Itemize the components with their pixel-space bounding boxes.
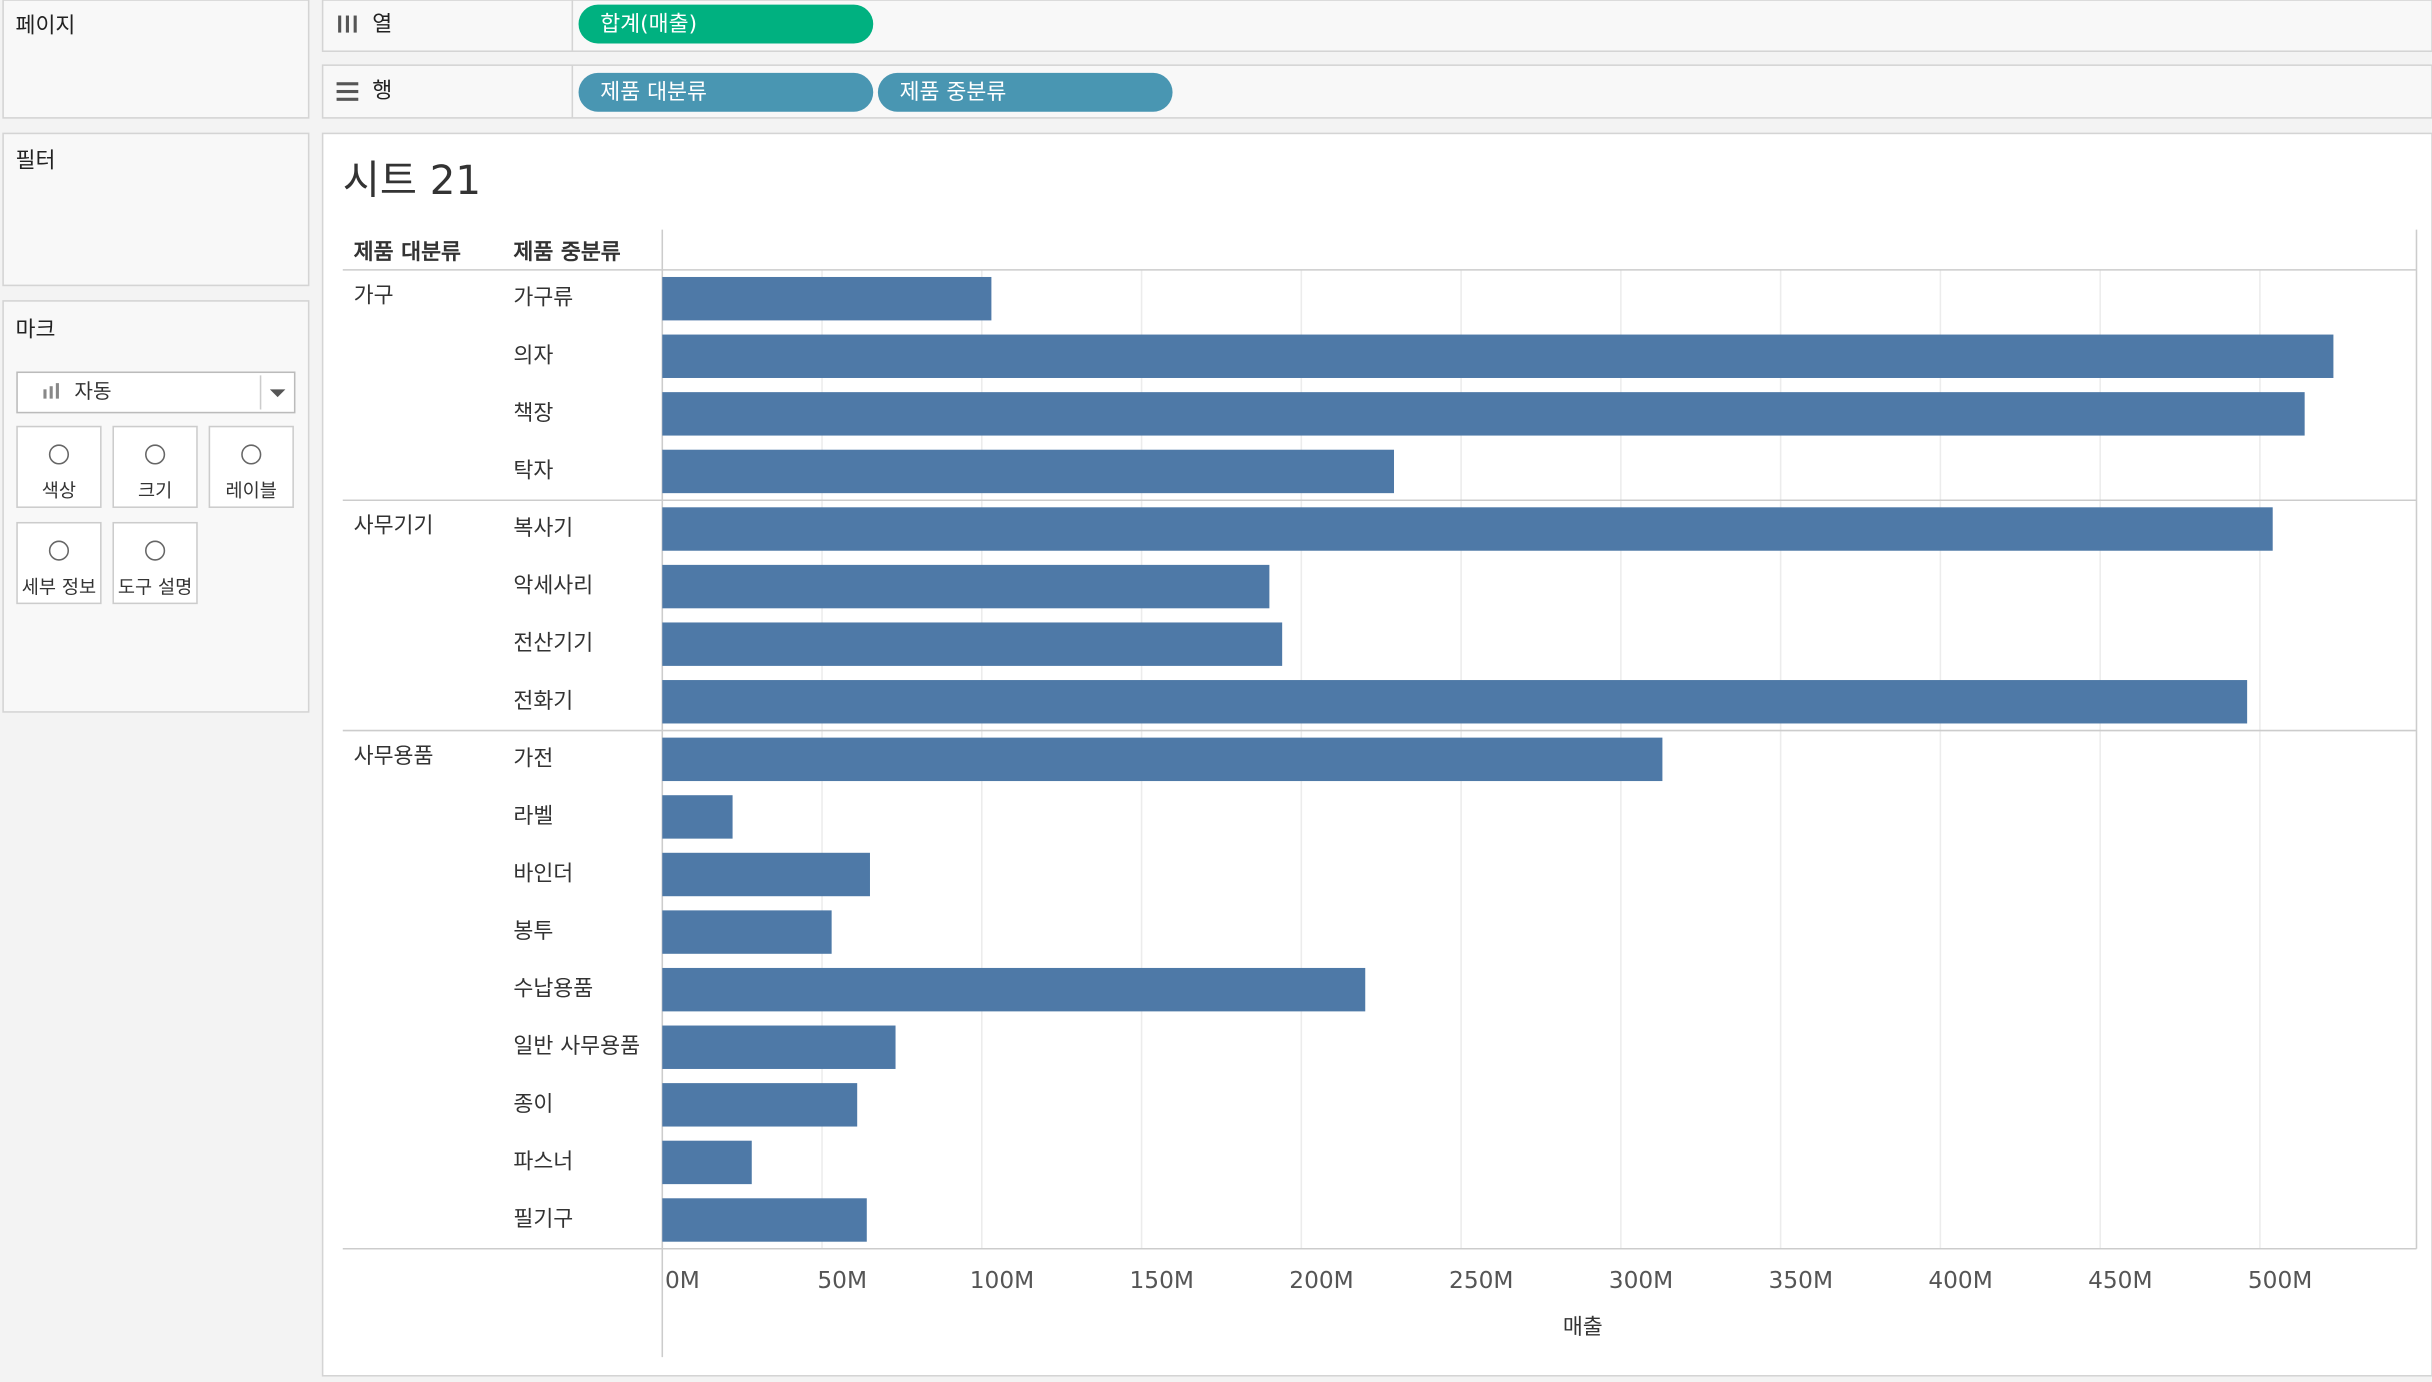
group-label: 사무용품 — [354, 744, 434, 769]
bar — [662, 449, 1395, 494]
pill-label: 제품 대분류 — [600, 80, 707, 105]
category-label: 전산기기 — [513, 631, 593, 656]
category-label: 악세사리 — [513, 574, 593, 599]
bar — [662, 392, 2305, 436]
rows-label: 행 — [372, 79, 392, 104]
x-tick-label: 50M — [817, 1267, 867, 1294]
mark-button[interactable] — [112, 425, 198, 508]
x-tick-label: 400M — [1928, 1267, 1992, 1294]
bar — [662, 334, 2334, 378]
bar — [662, 967, 1366, 1012]
group-label: 가구 — [354, 283, 394, 308]
rows-icon — [336, 82, 359, 101]
mark-button[interactable] — [112, 521, 198, 605]
mark-type-dropdown[interactable] — [16, 371, 296, 414]
bar-icon — [43, 383, 59, 399]
x-tick-label: 0M — [665, 1267, 700, 1294]
mark-icon — [145, 540, 166, 561]
mark-icon — [145, 444, 166, 465]
x-tick-label: 200M — [1289, 1267, 1353, 1294]
category-label: 복사기 — [513, 516, 573, 541]
mark-button-label: 세부 정보 — [22, 577, 96, 598]
bar — [662, 507, 2273, 551]
pill[interactable] — [578, 4, 874, 44]
x-tick-label: 250M — [1449, 1267, 1513, 1294]
bar — [662, 1198, 867, 1242]
mark-button-label: 도구 설명 — [118, 577, 192, 598]
group-label: 사무기기 — [354, 514, 434, 539]
mark-button-label: 크기 — [138, 481, 172, 502]
category-label: 전화기 — [513, 689, 573, 714]
pages-title: 페이지 — [16, 13, 76, 38]
bar — [662, 564, 1270, 609]
mark-icon — [48, 444, 70, 465]
bar — [662, 276, 992, 321]
filters-title: 필터 — [16, 148, 56, 173]
row-header: 제품 중분류 — [513, 240, 620, 265]
row-header: 제품 대분류 — [354, 240, 461, 265]
columns-label: 열 — [372, 12, 392, 37]
category-label: 필기구 — [513, 1207, 573, 1232]
x-tick-label: 350M — [1769, 1267, 1833, 1294]
pill-label: 합계(매출) — [600, 12, 697, 37]
category-label: 봉투 — [513, 919, 553, 944]
chart-title: 시트 21 — [343, 157, 481, 204]
category-label: 라벨 — [513, 804, 553, 829]
bar — [662, 737, 1663, 782]
bar — [662, 910, 832, 954]
mark-button-label: 레이블 — [226, 481, 277, 502]
bar — [662, 622, 1283, 666]
mark-button-label: 색상 — [42, 481, 76, 502]
bar — [662, 795, 733, 839]
category-label: 책장 — [513, 401, 553, 426]
x-tick-label: 300M — [1609, 1267, 1673, 1294]
bar — [662, 852, 870, 897]
pill[interactable] — [578, 72, 874, 112]
x-tick-label: 100M — [970, 1267, 1034, 1294]
category-label: 가구류 — [513, 286, 573, 311]
category-label: 바인더 — [513, 862, 573, 887]
mark-type: 자동 — [74, 379, 111, 403]
mark-button[interactable] — [16, 425, 102, 508]
chart: 제품 대분류 제품 중분류 0M 50M 100M 150M 200M 250M 300M 350… — [342, 229, 2418, 1358]
mark-button[interactable] — [208, 425, 294, 508]
marks-title: 마크 — [16, 317, 56, 342]
pill[interactable] — [877, 72, 1173, 112]
filters-panel — [2, 132, 310, 287]
category-label: 수납용품 — [513, 977, 593, 1002]
x-tick-label: 150M — [1130, 1267, 1194, 1294]
mark-icon — [241, 444, 262, 465]
category-label: 가전 — [513, 746, 553, 771]
pill-label: 제품 중분류 — [900, 80, 1007, 105]
x-tick-label: 500M — [2248, 1267, 2312, 1294]
pages-panel — [2, 0, 310, 119]
category-label: 일반 사무용품 — [513, 1034, 640, 1059]
bar — [662, 1140, 752, 1185]
mark-button[interactable] — [16, 521, 102, 605]
bar — [662, 1083, 858, 1127]
x-axis-title: 매출 — [1563, 1315, 1603, 1340]
dropdown-arrow — [269, 389, 286, 398]
category-label: 탁자 — [513, 458, 553, 483]
pills: 합계(매출) 제품 대분류 제품 중분류 — [578, 4, 1173, 112]
columns-icon — [338, 15, 357, 33]
bar — [662, 680, 2248, 724]
x-tick-label: 450M — [2088, 1267, 2152, 1294]
category-label: 종이 — [513, 1092, 553, 1117]
mark-icon — [48, 540, 70, 561]
category-label: 파스너 — [513, 1149, 573, 1174]
category-label: 의자 — [513, 343, 553, 368]
bar — [662, 1025, 896, 1069]
